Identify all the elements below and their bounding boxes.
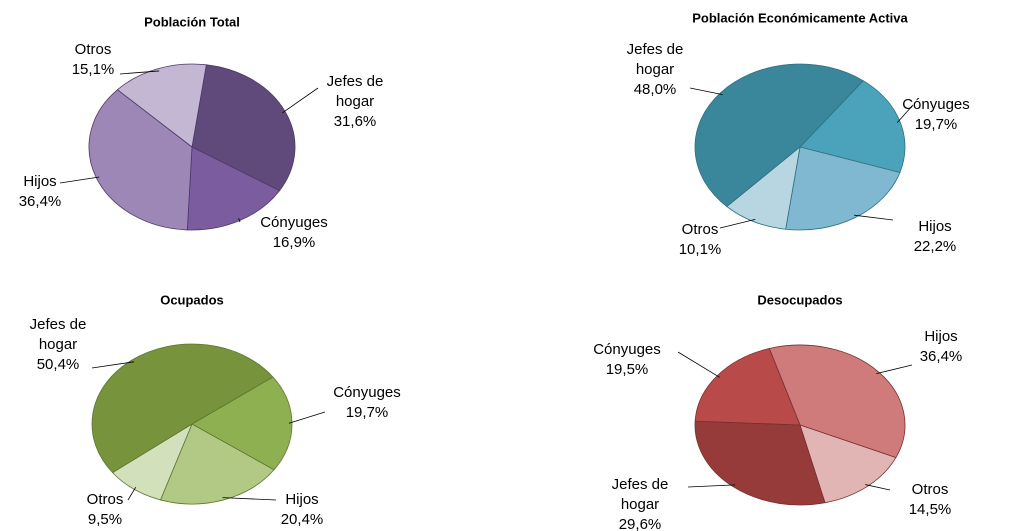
value-label: 36,4%	[919, 348, 963, 365]
category-label: Cónyuges	[902, 96, 970, 113]
slice-label: Cónyuges 16,9%	[249, 213, 339, 253]
slice-label: Otros 14,5%	[885, 480, 975, 520]
pie-slice	[88, 89, 193, 231]
value-label: 19,7%	[345, 404, 389, 421]
slice-label: Hijos 36,4%	[0, 172, 85, 212]
category-label: Jefes de hogar	[611, 476, 669, 513]
value-label: 29,6%	[618, 516, 662, 531]
category-label: Hijos	[918, 218, 952, 235]
leader-line	[91, 361, 135, 369]
value-label: 22,2%	[913, 238, 957, 255]
value-label: 19,5%	[605, 361, 649, 378]
slice-label: Cónyuges 19,7%	[891, 95, 981, 135]
slice-label: Otros 10,1%	[655, 220, 745, 260]
leader-line	[689, 87, 723, 95]
value-label: 16,9%	[272, 234, 316, 251]
pie-slice	[191, 376, 293, 471]
leader-line	[127, 487, 137, 501]
value-label: 31,6%	[333, 113, 377, 130]
slice-label: Cónyuges 19,5%	[582, 340, 672, 380]
category-label: Jefes de hogar	[326, 73, 384, 110]
slice-label: Otros 15,1%	[48, 40, 138, 80]
category-label: Cónyuges	[333, 384, 401, 401]
category-label: Cónyuges	[260, 214, 328, 231]
category-label: Hijos	[924, 328, 958, 345]
category-label: Otros	[86, 491, 124, 508]
slice-label: Jefes de hogar 31,6%	[310, 72, 400, 132]
leader-line	[677, 351, 720, 378]
chart-title: Población Total	[144, 14, 240, 30]
slice-label: Jefes de hogar 48,0%	[610, 40, 700, 100]
value-label: 19,7%	[914, 116, 958, 133]
leader-line	[222, 497, 277, 501]
slice-label: Hijos 36,4%	[896, 327, 986, 367]
leader-line	[876, 364, 913, 374]
category-label: Otros	[911, 481, 949, 498]
pie-slice	[694, 63, 864, 208]
pie-slice	[91, 343, 274, 474]
chart-title: Población Económicamente Activa	[692, 10, 908, 26]
slice-label: Jefes de hogar 50,4%	[13, 315, 103, 375]
value-label: 14,5%	[908, 501, 952, 518]
pie-slice	[785, 146, 901, 231]
category-label: Jefes de hogar	[29, 316, 87, 353]
leader-line	[896, 104, 914, 124]
leader-line	[282, 87, 319, 114]
category-label: Otros	[74, 41, 112, 58]
pie-slice	[694, 420, 826, 506]
pie-slice	[799, 80, 906, 174]
slice-label: Jefes de hogar 29,6%	[595, 475, 685, 531]
category-label: Otros	[681, 221, 719, 238]
value-label: 20,4%	[280, 511, 324, 528]
leader-line	[865, 484, 891, 491]
category-label: Hijos	[285, 491, 319, 508]
leader-line	[719, 218, 756, 229]
value-label: 10,1%	[678, 241, 722, 258]
category-label: Jefes de hogar	[626, 41, 684, 78]
slice-label: Otros 9,5%	[60, 490, 150, 530]
pie-slice	[159, 423, 275, 505]
value-label: 9,5%	[87, 511, 123, 528]
leader-line	[687, 484, 736, 488]
pie-slice	[186, 146, 281, 231]
value-label: 48,0%	[633, 81, 677, 98]
category-label: Cónyuges	[593, 341, 661, 358]
leader-line	[238, 218, 241, 223]
slice-label: Hijos 22,2%	[890, 217, 980, 257]
leader-line	[854, 214, 894, 221]
slice-label: Hijos 20,4%	[257, 490, 347, 530]
leader-line	[119, 70, 160, 75]
slice-label: Cónyuges 19,7%	[322, 383, 412, 423]
value-label: 15,1%	[71, 61, 115, 78]
value-label: 50,4%	[36, 356, 80, 373]
chart-title: Desocupados	[757, 292, 843, 308]
pie-slice	[116, 63, 207, 148]
pie-slice	[768, 344, 906, 459]
pie-slice	[799, 424, 897, 504]
chart-title: Ocupados	[160, 292, 224, 308]
leader-line	[59, 176, 100, 184]
leader-line	[288, 411, 326, 424]
category-label: Hijos	[23, 173, 57, 190]
pie-slice	[191, 64, 296, 192]
value-label: 36,4%	[18, 193, 62, 210]
